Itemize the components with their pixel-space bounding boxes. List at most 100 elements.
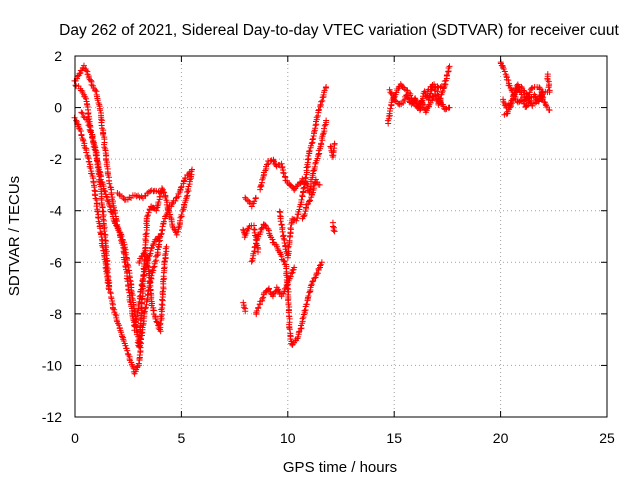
data-point [79, 110, 86, 117]
data-point [251, 198, 258, 205]
data-point [135, 360, 142, 367]
data-point [540, 94, 547, 101]
data-point [289, 341, 296, 348]
data-point [121, 245, 128, 252]
data-point [175, 224, 182, 231]
data-point [153, 318, 160, 325]
data-point [252, 194, 259, 201]
data-point [434, 91, 441, 98]
data-point [155, 199, 162, 206]
data-point [113, 223, 120, 229]
data-point [315, 265, 322, 272]
data-point [259, 295, 266, 302]
data-point [546, 89, 553, 96]
data-point [242, 308, 249, 315]
data-point [96, 173, 103, 180]
data-point [119, 236, 126, 243]
data-point [311, 275, 318, 282]
x-tick-label: 20 [493, 430, 509, 446]
data-point [306, 147, 313, 154]
data-point [318, 259, 325, 266]
data-point [321, 122, 328, 129]
data-point [443, 71, 450, 78]
data-point [77, 127, 84, 134]
data-point [305, 292, 312, 299]
data-point [118, 329, 125, 336]
data-point [278, 160, 285, 167]
data-point [285, 248, 292, 255]
data-point [323, 83, 330, 90]
data-point [285, 288, 292, 295]
data-point [122, 251, 129, 258]
data-point [87, 165, 94, 172]
data-point [136, 351, 143, 358]
data-point [445, 68, 452, 75]
data-point [295, 329, 302, 336]
data-point [308, 281, 315, 288]
data-point [92, 195, 99, 202]
data-point [546, 107, 553, 114]
data-point [82, 95, 89, 102]
data-point [138, 296, 145, 303]
data-point [523, 102, 530, 109]
data-point [186, 169, 193, 176]
y-tick-label: 0 [54, 100, 62, 116]
data-point [88, 81, 95, 88]
data-point [255, 248, 262, 255]
y-tick-label: -2 [50, 151, 63, 167]
data-point [277, 218, 284, 225]
data-point [436, 95, 443, 102]
plot-frame [74, 55, 608, 418]
data-point [387, 105, 394, 112]
data-point [506, 104, 513, 111]
y-axis-label: SDTVAR / TECUs [6, 176, 23, 296]
data-point [396, 100, 403, 107]
data-point [104, 261, 111, 268]
data-point [108, 295, 115, 302]
y-tick-label: -6 [50, 254, 63, 270]
data-point [446, 104, 453, 111]
data-point [302, 174, 309, 181]
data-point [280, 235, 287, 242]
data-point [240, 226, 247, 233]
data-point [412, 96, 419, 103]
data-point [158, 185, 165, 192]
y-tick-label: -10 [42, 357, 62, 373]
data-point [286, 326, 293, 333]
data-point [94, 97, 101, 104]
data-point [310, 278, 317, 285]
y-tick-label: 2 [54, 48, 62, 64]
data-point [84, 153, 91, 160]
data-point [314, 270, 321, 277]
data-point [320, 131, 327, 138]
data-point [306, 198, 313, 205]
data-point [262, 222, 269, 229]
data-point [134, 363, 141, 370]
data-point [148, 245, 155, 252]
data-point [73, 117, 80, 124]
data-point [124, 261, 131, 268]
data-point [95, 99, 102, 106]
data-point [106, 180, 113, 187]
data-point [312, 274, 319, 281]
data-point [107, 203, 114, 210]
data-point [523, 97, 530, 104]
data-point [143, 297, 150, 304]
data-point [93, 203, 100, 210]
chart-title: Day 262 of 2021, Sidereal Day-to-day VTE… [59, 22, 619, 39]
data-point [301, 307, 308, 314]
data-point [298, 196, 305, 203]
data-point [315, 107, 322, 114]
data-point [97, 107, 104, 114]
data-point [304, 156, 311, 163]
data-point [124, 347, 131, 354]
data-point [142, 231, 149, 238]
data-point [184, 189, 191, 196]
data-point [288, 270, 295, 277]
data-point [330, 147, 337, 154]
data-point [327, 143, 334, 150]
data-point [300, 185, 307, 192]
data-point [528, 85, 535, 92]
data-point [157, 313, 164, 320]
data-point [537, 86, 544, 93]
